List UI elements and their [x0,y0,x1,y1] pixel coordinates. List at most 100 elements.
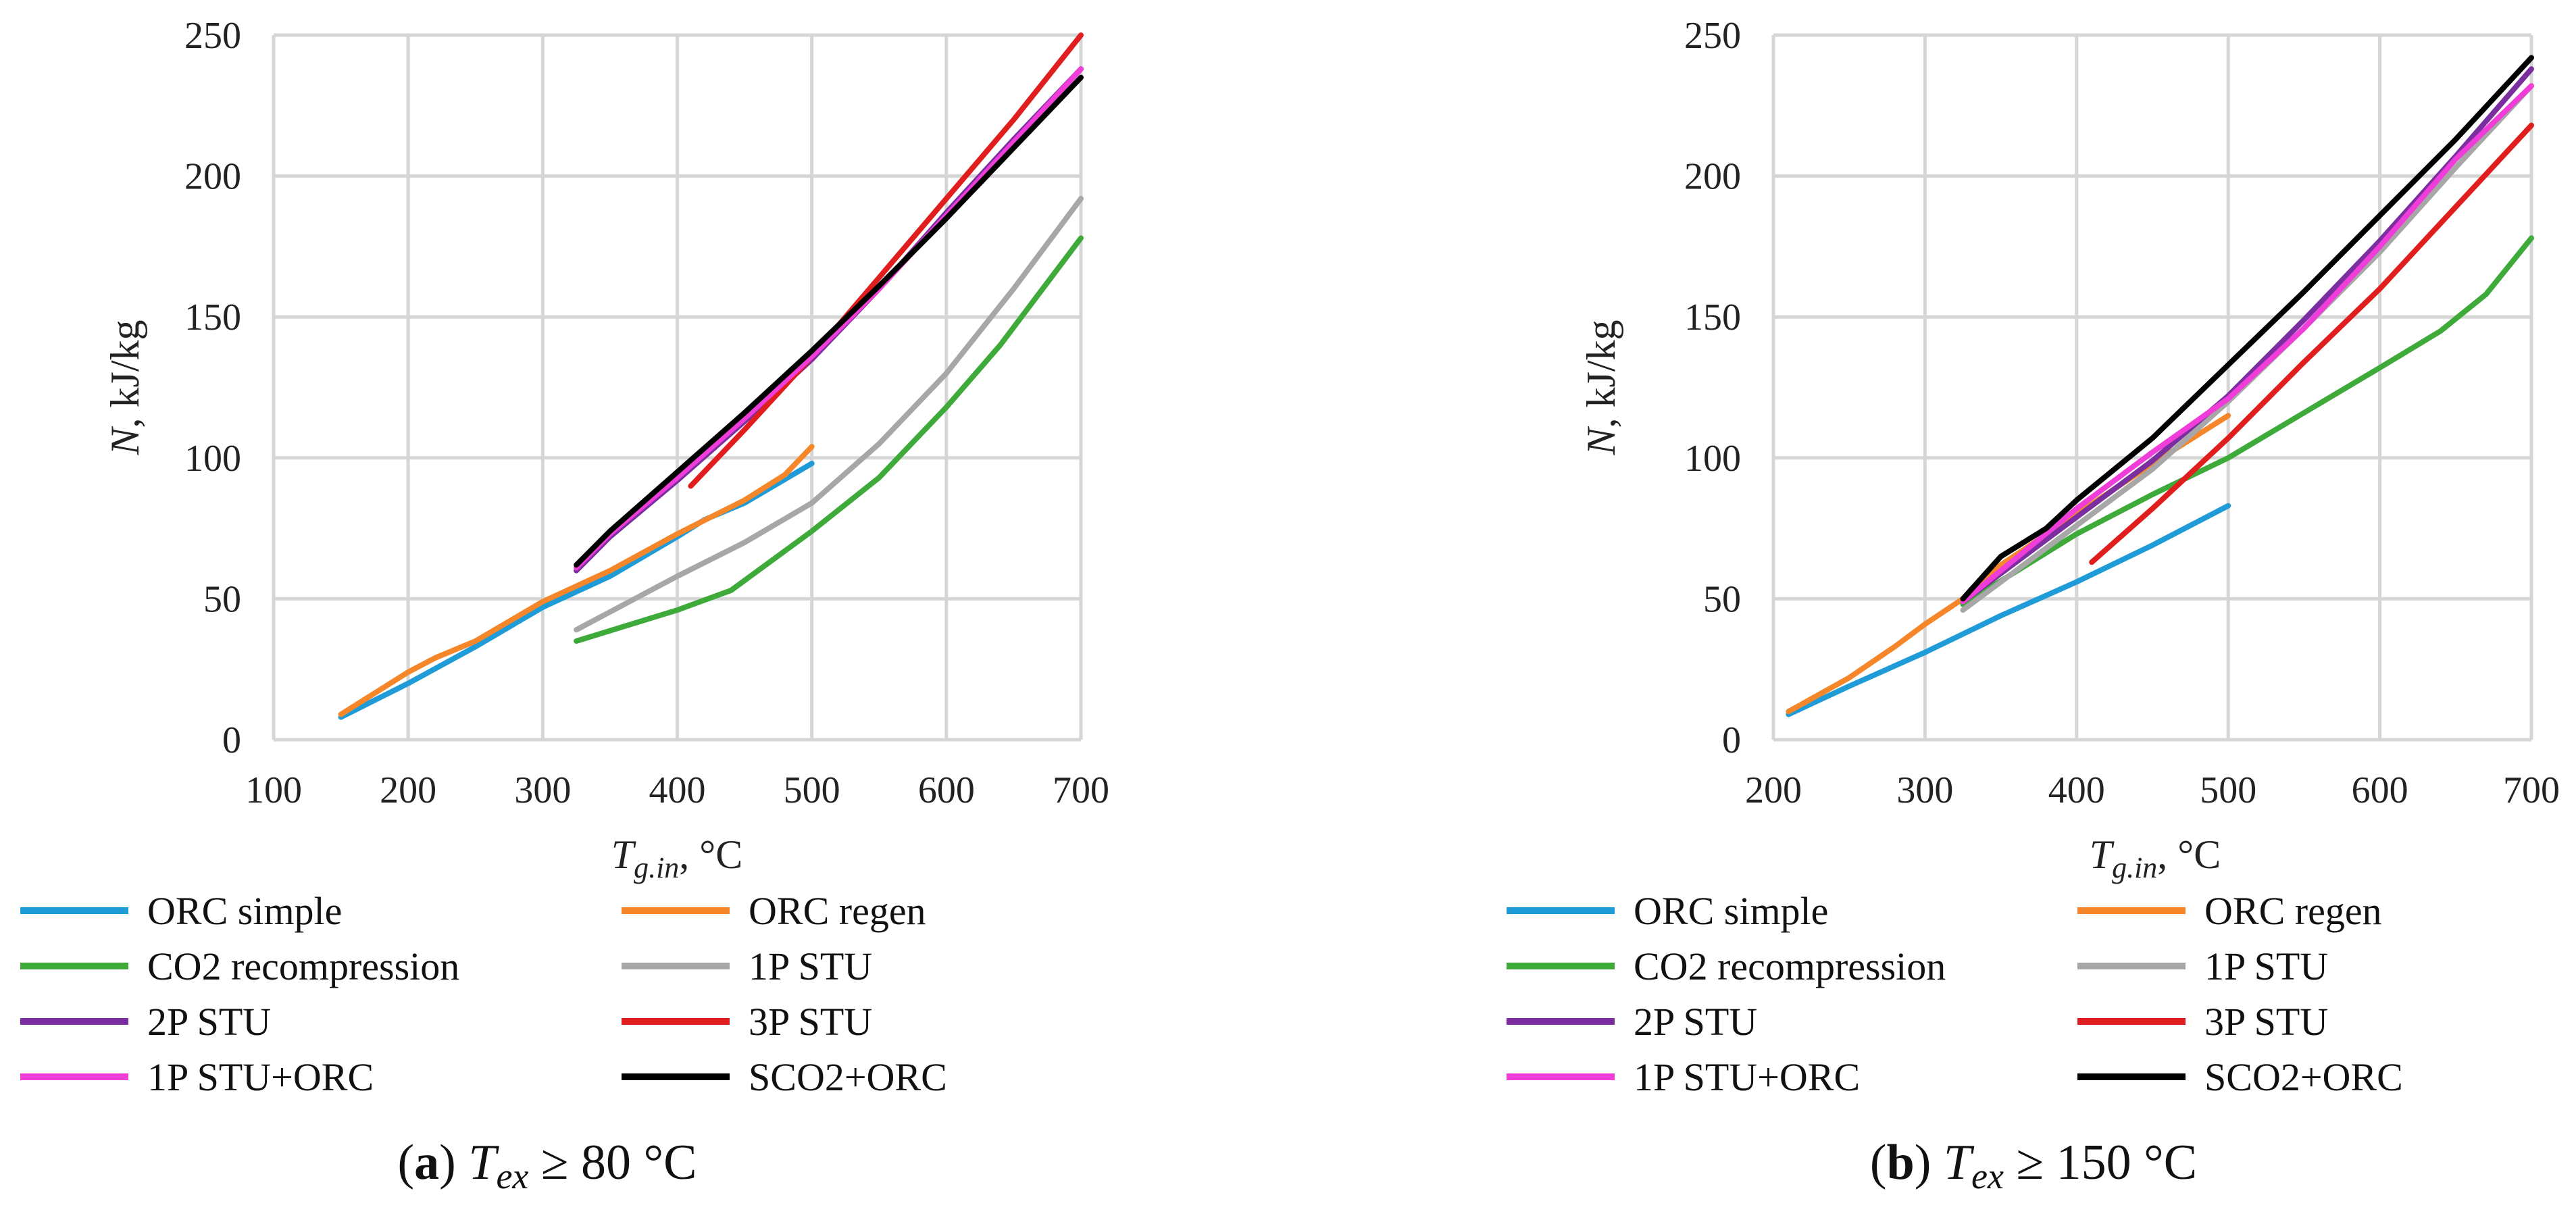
caption-open: ( [1870,1135,1887,1190]
y-tick-label: 200 [1684,156,1741,198]
legend-label: 1P STU+ORC [147,1055,374,1099]
legend-label: ORC simple [1634,889,1828,933]
y-tick-label: 50 [203,578,241,620]
x-axis-label-var: T [2090,832,2115,877]
legend-item: 2P STU [20,1000,271,1044]
legend-label: 3P STU [749,1000,872,1044]
y-axis-label-unit: , kJ/kg [103,320,147,428]
series-line-orc-simple [1786,503,2231,717]
x-axis-label-unit: , °C [679,832,742,877]
legend-label: 2P STU [147,1000,271,1044]
legend-item: CO2 recompression [20,944,459,988]
y-tick-label: 0 [222,719,241,761]
caption-close: ) [439,1135,468,1190]
chart-a: 0 50 100 150 200 250 100 200 300 400 500 600 700 Tg.i… [20,15,1109,1196]
series-line-1p-stu [574,196,1084,633]
series-line-sco2-orc [574,74,1084,568]
x-tick-label: 400 [2048,769,2105,811]
x-tick-label: 300 [514,769,571,811]
x-axis-label-var: T [611,832,636,877]
legend-label: SCO2+ORC [749,1055,947,1099]
x-tick-label: 300 [1896,769,1953,811]
legend-item: ORC simple [20,889,342,933]
caption-condition: ≥ 150 °C [2004,1135,2197,1190]
legend-label: 1P STU [749,944,872,988]
legend-item: ORC regen [2077,889,2382,933]
legend-item: 3P STU [622,1000,872,1044]
x-axis-label-sub: g.in [2112,851,2157,884]
x-tick-label: 200 [1745,769,1802,811]
y-tick-label: 250 [1684,15,1741,57]
legend-label: ORC regen [2204,889,2382,933]
series-line-1p-stu-orc [1960,83,2534,605]
legend-label: CO2 recompression [147,944,459,988]
caption-sub: ex [1971,1156,2004,1196]
series-line-3p-stu [2089,122,2534,565]
y-tick-label: 0 [1722,719,1741,761]
legend-item: ORC regen [622,889,926,933]
legend-label: ORC simple [147,889,342,933]
caption-var: T [468,1135,499,1190]
x-tick-label: 700 [2503,769,2560,811]
caption: (a) Tex ≥ 80 °C [398,1135,697,1196]
legend-label: ORC regen [749,889,926,933]
x-tick-label: 500 [784,769,840,811]
caption-open: ( [398,1135,415,1190]
y-axis-label-var: N [1579,426,1623,456]
legend-item: CO2 recompression [1507,944,1946,988]
x-tick-label: 100 [245,769,302,811]
x-tick-label: 600 [2352,769,2408,811]
legend-item: 1P STU+ORC [20,1055,374,1099]
legend-label: 2P STU [1634,1000,1757,1044]
series-line-1p-stu-orc [574,66,1084,571]
y-tick-label: 100 [1684,438,1741,480]
caption-letter: a [414,1135,439,1190]
series-line-orc-regen [338,444,815,717]
legend: ORC simple ORC regen CO2 recompression 1P S… [1507,889,2403,1099]
y-tick-label: 200 [184,156,241,198]
y-tick-label: 100 [184,438,241,480]
y-axis-label: N, kJ/kg [1579,320,1623,455]
legend-label: SCO2+ORC [2204,1055,2403,1099]
x-axis-label-unit: , °C [2157,832,2221,877]
legend-item: SCO2+ORC [622,1055,947,1099]
y-tick-label: 150 [1684,297,1741,338]
y-axis-label: N, kJ/kg [103,320,147,455]
x-axis-label: Tg.in, °C [2090,832,2221,884]
y-tick-label: 150 [184,297,241,338]
caption-close: ) [1915,1135,1944,1190]
y-tick-label: 250 [184,15,241,57]
x-tick-label: 500 [2200,769,2256,811]
legend-item: 1P STU [622,944,872,988]
x-tick-label: 700 [1053,769,1109,811]
legend-item: SCO2+ORC [2077,1055,2403,1099]
x-tick-label: 400 [649,769,706,811]
series-line-co2-recompression [574,235,1084,644]
legend: ORC simple ORC regen CO2 recompression 1P S… [20,889,947,1099]
y-axis-label-var: N [103,426,147,456]
legend-label: 1P STU [2204,944,2328,988]
legend-item: 3P STU [2077,1000,2328,1044]
x-tick-label: 200 [380,769,436,811]
legend-label: CO2 recompression [1634,944,1946,988]
series-line-co2-recompression [1960,235,2534,607]
x-axis-label: Tg.in, °C [611,832,743,884]
legend-item: 1P STU [2077,944,2328,988]
x-axis-label-sub: g.in [634,851,679,884]
caption: (b) Tex ≥ 150 °C [1870,1135,2197,1196]
y-tick-label: 50 [1703,578,1741,620]
series-line-sco2-orc [1960,55,2534,602]
caption-var: T [1944,1135,1975,1190]
legend-label: 1P STU+ORC [1634,1055,1860,1099]
x-tick-label: 600 [918,769,975,811]
caption-sub: ex [496,1156,528,1196]
legend-item: 2P STU [1507,1000,1757,1044]
legend-item: ORC simple [1507,889,1828,933]
legend-item: 1P STU+ORC [1507,1055,1860,1099]
series-line-3p-stu [688,32,1084,489]
legend-label: 3P STU [2204,1000,2328,1044]
caption-condition: ≥ 80 °C [528,1135,697,1190]
y-axis-label-unit: , kJ/kg [1579,320,1623,428]
